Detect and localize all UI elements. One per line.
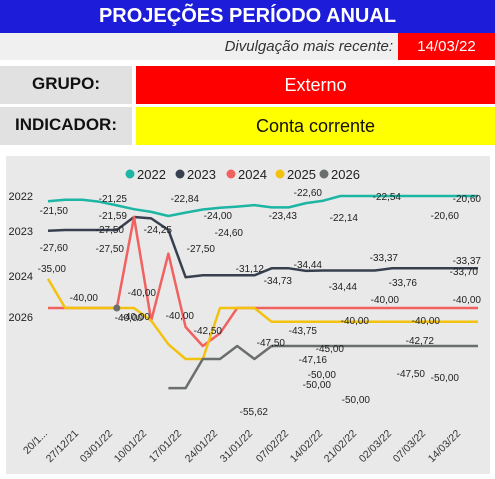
x-tick-label: 07/03/22 [391, 428, 428, 465]
projection-chart-panel: 2022 2023 2024 2025 2026 2022 2023 2024 2026 -21,… [6, 156, 490, 474]
row-label: 2022 [9, 191, 33, 203]
data-label: -40,00 [412, 316, 441, 327]
data-label: -33,76 [389, 278, 418, 289]
data-label: -24,60 [215, 228, 244, 239]
series-line-2026 [168, 344, 478, 390]
legend-marker [175, 169, 185, 179]
x-tick-label: 21/02/22 [322, 428, 359, 465]
data-label: -20,60 [453, 194, 482, 205]
indicator-label: INDICADOR: [0, 107, 132, 145]
data-label: -34,44 [329, 282, 358, 293]
data-label: -27,50 [187, 244, 216, 255]
data-label: -43,75 [289, 326, 318, 337]
data-label: -21,50 [40, 206, 69, 217]
release-date-value: 14/03/22 [398, 33, 495, 60]
data-label: -50,00 [431, 373, 460, 384]
data-label: -27,50 [96, 244, 125, 255]
data-label: -21,59 [99, 211, 128, 222]
data-label: -47,50 [397, 369, 426, 380]
data-label: -27,60 [40, 243, 69, 254]
legend-marker [319, 169, 329, 179]
data-label: -21,25 [99, 194, 128, 205]
data-label: -50,00 [308, 370, 337, 381]
data-label: -42,72 [406, 336, 435, 347]
legend-label: 2026 [331, 167, 360, 182]
series-point [113, 304, 121, 312]
data-label: -34,73 [264, 276, 293, 287]
group-label: GRUPO: [0, 66, 132, 104]
data-label: -50,00 [303, 380, 332, 391]
data-label: -40,00 [122, 312, 151, 323]
x-tick-label: 24/01/22 [183, 428, 220, 465]
series-line-2022 [47, 194, 478, 218]
data-label: -40,00 [341, 316, 370, 327]
data-label: -22,54 [373, 192, 402, 203]
x-tick-label: 20/1... [21, 428, 50, 457]
data-label: -22,60 [294, 188, 323, 199]
data-label: -45,00 [316, 344, 345, 355]
data-label: -40,00 [115, 313, 144, 324]
data-label: -33,37 [453, 256, 482, 267]
data-label: -42,50 [194, 326, 223, 337]
release-date-label: Divulgação mais recente: [224, 38, 393, 55]
x-tick-label: 02/03/22 [357, 428, 394, 465]
legend-marker [275, 169, 285, 179]
legend-label: 2024 [238, 167, 267, 182]
data-label: -33,70 [450, 267, 479, 278]
data-label: -40,00 [371, 295, 400, 306]
data-label: -22,84 [171, 194, 200, 205]
legend-label: 2022 [137, 167, 166, 182]
row-label: 2024 [9, 271, 33, 283]
data-label: -55,62 [240, 407, 269, 418]
series-line-2023 [47, 215, 478, 279]
x-tick-label: 14/03/22 [426, 428, 463, 465]
data-label: -35,00 [38, 264, 67, 275]
x-tick-label: 03/01/22 [78, 428, 115, 465]
row-label: 2023 [9, 226, 33, 238]
data-label: -40,00 [70, 293, 99, 304]
data-label: -40,00 [128, 288, 157, 299]
legend-marker [125, 169, 135, 179]
indicator-selector[interactable]: Conta corrente [136, 107, 495, 145]
data-label: -31,12 [236, 264, 265, 275]
x-tick-label: 31/01/22 [218, 428, 255, 465]
data-label: -34,44 [294, 260, 323, 271]
data-label: -47,16 [299, 355, 328, 366]
series-line-2024 [48, 215, 478, 348]
release-date-row: Divulgação mais recente: 14/03/22 [0, 33, 495, 60]
group-selector[interactable]: Externo [136, 66, 495, 104]
data-label: -27,50 [96, 225, 125, 236]
x-tick-label: 10/01/22 [112, 428, 149, 465]
data-label: -24,25 [144, 225, 173, 236]
x-tick-label: 14/02/22 [288, 428, 325, 465]
page-title: PROJEÇÕES PERÍODO ANUAL [0, 0, 495, 33]
data-label: -50,00 [342, 395, 371, 406]
data-label: -40,00 [453, 295, 482, 306]
row-label: 2026 [9, 312, 33, 324]
legend-label: 2023 [187, 167, 216, 182]
data-label: -20,60 [431, 211, 460, 222]
x-tick-label: 17/01/22 [147, 428, 184, 465]
data-label: -47,50 [257, 338, 286, 349]
legend-label: 2025 [287, 167, 316, 182]
projection-line-chart: 2022 2023 2024 2025 2026 2022 2023 2024 2026 -21,… [9, 167, 482, 465]
x-tick-label: 27/12/21 [44, 428, 81, 465]
x-tick-label: 07/02/22 [254, 428, 291, 465]
data-label: -33,37 [370, 253, 399, 264]
data-label: -40,00 [166, 311, 195, 322]
data-label: -24,00 [204, 211, 233, 222]
legend-marker [226, 169, 236, 179]
data-label: -22,14 [330, 213, 359, 224]
data-label: -23,43 [269, 211, 298, 222]
